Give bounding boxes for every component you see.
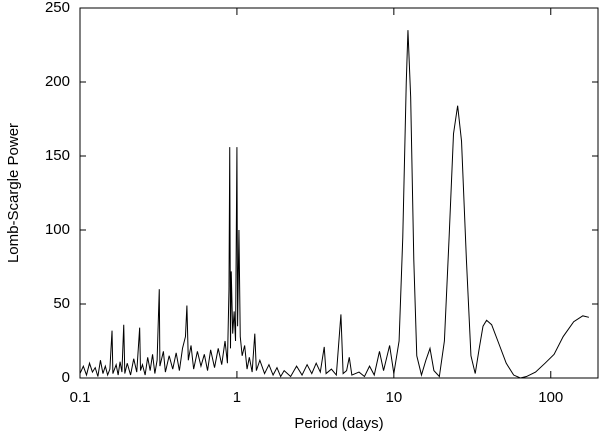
y-tick-label: 200 — [45, 73, 70, 90]
y-tick-label: 250 — [45, 0, 70, 16]
x-axis-label: Period (days) — [294, 415, 383, 432]
x-tick-label: 100 — [538, 389, 563, 406]
plot-frame — [79, 7, 599, 379]
x-tick-label: 10 — [385, 389, 402, 406]
x-tick-label: 1 — [233, 389, 241, 406]
y-tick-label: 50 — [53, 295, 70, 312]
x-tick-label: 0.1 — [70, 389, 91, 406]
y-tick-label: 0 — [62, 369, 70, 386]
y-axis-label: Lomb-Scargle Power — [5, 123, 22, 263]
data-line — [79, 30, 590, 379]
y-tick-label: 100 — [45, 221, 70, 238]
y-tick-label: 150 — [45, 147, 70, 164]
